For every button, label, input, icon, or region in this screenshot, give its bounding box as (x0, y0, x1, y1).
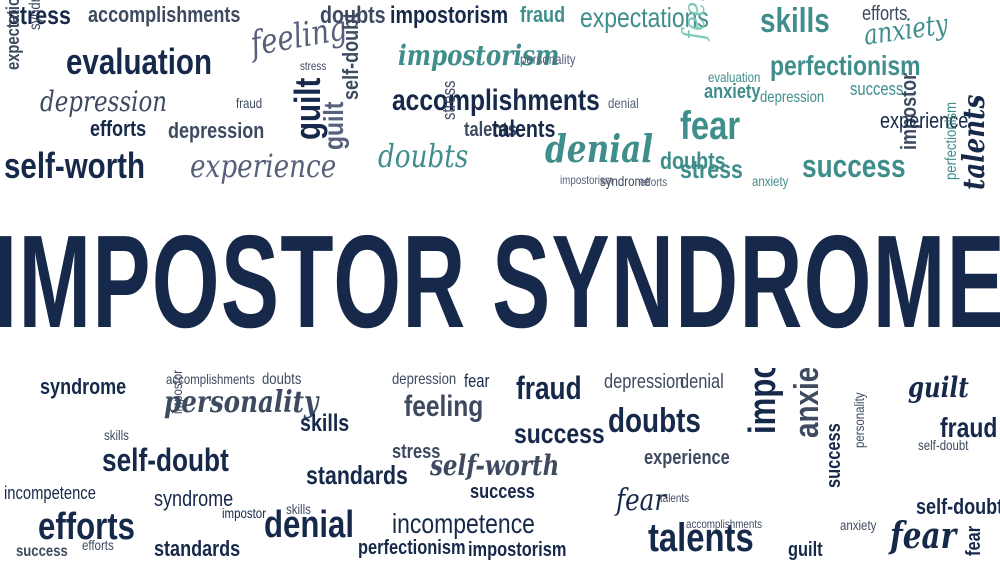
cloud-word: anxiety (861, 7, 950, 52)
cloud-word: personality (851, 392, 867, 448)
main-title: IMPOSTOR SYNDROME (0, 207, 1000, 355)
cloud-word: impostorism (390, 2, 509, 29)
cloud-word: efforts (38, 506, 135, 548)
cloud-word: fraud (940, 412, 998, 443)
cloud-word: stress (8, 0, 71, 30)
cloud-word: depression (40, 85, 168, 118)
cloud-word: fear (963, 525, 985, 556)
cloud-word: perfectionism (358, 537, 466, 559)
cloud-word: syndrome (40, 374, 127, 399)
cloud-word: fear (616, 483, 667, 518)
cloud-word: doubts (378, 137, 469, 175)
cloud-word: personality (164, 385, 319, 420)
cloud-word: doubts (320, 2, 386, 29)
cloud-word: self-doubt (916, 494, 1000, 519)
cloud-word: evaluation (708, 69, 761, 85)
cloud-word: stress (392, 441, 441, 463)
cloud-word: syndrome (600, 173, 651, 189)
cloud-word: stress (300, 59, 327, 73)
cloud-word: self-doubt (338, 12, 363, 101)
cloud-word: guilt (318, 101, 349, 150)
cloud-word: denial (680, 371, 724, 393)
cloud-word: depression (168, 118, 265, 143)
cloud-word: talents (660, 491, 689, 505)
cloud-word: fraud (236, 95, 263, 111)
cloud-word: success (470, 481, 535, 503)
cloud-word: feeling (404, 390, 484, 423)
cloud-word: impostorism (398, 39, 560, 72)
cloud-word: accomplishments (166, 371, 255, 387)
cloud-word: denial (264, 504, 355, 546)
cloud-word: expectations (580, 2, 709, 33)
cloud-word: skills (760, 2, 830, 40)
cloud-word: fear (890, 515, 957, 557)
cloud-word: syndrome (154, 486, 234, 511)
hero-banner: IMPOSTOR SYNDROME (0, 195, 1000, 368)
cloud-word: fraud (520, 2, 566, 27)
cloud-word: success (802, 148, 906, 184)
cloud-word: self-doubt (102, 442, 229, 478)
cloud-word: skills (286, 501, 311, 517)
cloud-word: experience (644, 447, 730, 469)
cloud-word: impostor (742, 368, 784, 434)
cloud-word: efforts (640, 175, 668, 189)
cloud-word: guilt (788, 539, 823, 561)
cloud-word: depression (760, 89, 825, 106)
cloud-word: personality (520, 51, 576, 67)
cloud-word: depression (604, 371, 685, 393)
cloud-word: impostor (222, 505, 267, 521)
cloud-word: standards (154, 536, 241, 561)
cloud-word: doubts (608, 402, 701, 440)
cloud-word: efforts (90, 116, 147, 141)
cloud-word: success (850, 79, 904, 99)
cloud-word: success (16, 543, 68, 560)
word-cloud-top: stress accomplishments feeling doubts impost… (0, 0, 1000, 195)
cloud-word: standards (306, 460, 408, 490)
cloud-word: syndrome (27, 0, 44, 30)
cloud-word: accomplishments (686, 517, 763, 531)
cloud-word: anxiety (840, 517, 877, 533)
cloud-word: fear (680, 104, 741, 148)
cloud-word: talents (648, 516, 754, 560)
cloud-word: talents (957, 94, 992, 190)
cloud-word: denial (545, 126, 654, 171)
cloud-word: anxiety (752, 173, 789, 189)
cloud-word: guilt (908, 371, 969, 404)
cloud-word: feeling (677, 0, 712, 40)
cloud-word: efforts (82, 537, 114, 553)
cloud-word: self-worth (4, 145, 146, 186)
cloud-word: experience (880, 108, 969, 133)
cloud-word: denial (608, 95, 639, 111)
cloud-word: talents (492, 116, 556, 143)
cloud-word: talents (464, 119, 517, 141)
cloud-word: skills (300, 410, 350, 437)
cloud-word: success (514, 418, 605, 449)
cloud-word: anxiety (788, 368, 826, 438)
cloud-word: self-worth (430, 449, 560, 482)
cloud-word: accomplishments (88, 2, 241, 27)
cloud-word: accomplishments (392, 84, 600, 117)
cloud-word: impostorism (468, 539, 567, 561)
cloud-word: stress (680, 154, 743, 184)
cloud-word: expectations (3, 0, 23, 70)
cloud-word: stress (439, 80, 459, 120)
cloud-word: doubts (660, 148, 726, 175)
cloud-word: impostorism (560, 173, 614, 187)
word-cloud-bottom: standardssyndromeimpostoraccomplishments… (0, 368, 1000, 563)
cloud-word: self-doubt (918, 437, 969, 453)
cloud-word: skills (104, 427, 129, 443)
cloud-word: evaluation (66, 41, 213, 82)
cloud-word: fear (464, 371, 490, 391)
cloud-word: experience (190, 147, 337, 185)
cloud-word: fraud (516, 370, 582, 406)
cloud-word: anxiety (704, 81, 761, 103)
cloud-word: incompetence (4, 483, 96, 503)
cloud-word: efforts (862, 3, 908, 25)
cloud-word: incompetence (392, 508, 535, 539)
cloud-word: success (823, 423, 845, 488)
cloud-word: depression (392, 371, 457, 388)
cloud-word: perfectionism (770, 50, 921, 81)
cloud-word: doubts (262, 371, 302, 388)
